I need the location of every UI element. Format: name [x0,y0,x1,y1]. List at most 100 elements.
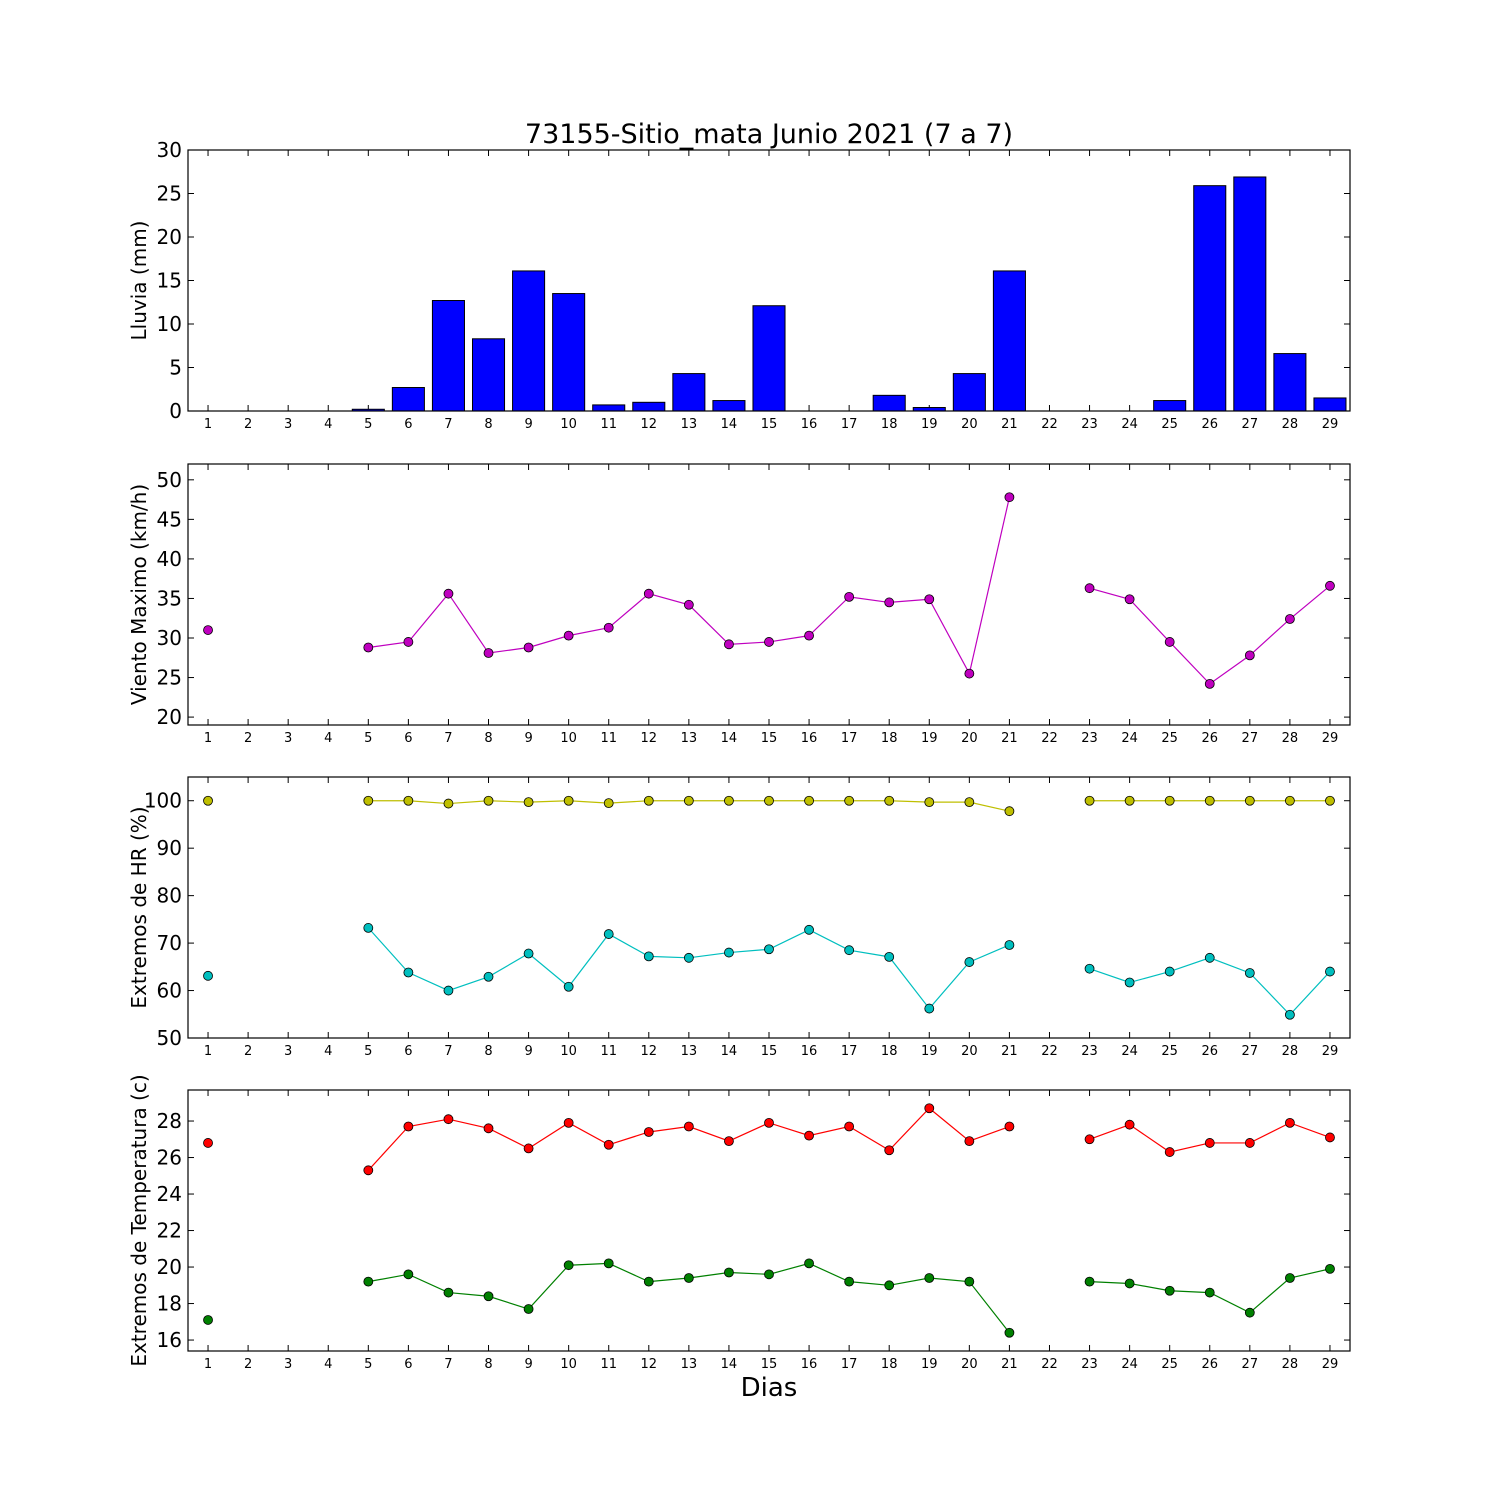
x-tick-label: 24 [1121,1044,1138,1059]
y-tick-label: 15 [157,269,182,293]
y-tick-label: 20 [157,705,182,729]
data-point [724,795,734,806]
data-point [563,1260,574,1271]
data-point [1204,795,1215,806]
x-tick-label: 28 [1282,1357,1299,1372]
bar [992,270,1026,412]
bar [552,293,586,412]
x-tick-label: 9 [524,731,532,746]
x-tick-label: 20 [961,731,978,746]
data-point [1244,1138,1255,1148]
data-point [363,1276,374,1287]
x-tick-label: 25 [1161,1357,1178,1372]
bar [1153,400,1187,412]
data-point [1124,1119,1135,1130]
x-tick-label: 9 [524,1044,532,1059]
data-point [924,1003,935,1014]
y-tick-label: 16 [157,1328,182,1352]
data-point [1284,1009,1295,1020]
data-point [1284,795,1295,806]
x-tick-label: 2 [244,731,252,746]
data-point [483,971,494,982]
x-tick-label: 18 [881,417,898,432]
x-tick-label: 4 [324,731,332,746]
data-point [1325,580,1335,591]
y-tick-label: 40 [157,547,182,571]
data-point [1325,1263,1335,1274]
x-tick-label: 21 [1001,417,1018,432]
data-point [1325,795,1335,806]
x-tick-label: 7 [444,1044,452,1059]
x-tick-label: 3 [284,417,292,432]
x-tick-label: 8 [484,417,492,432]
data-point [1084,1134,1095,1145]
series-line [367,927,1010,1010]
x-tick-label: 4 [324,417,332,432]
data-point [683,1121,694,1132]
x-tick-label: 28 [1282,417,1299,432]
x-tick-label: 19 [921,731,938,746]
x-tick-label: 11 [600,731,617,746]
data-point [403,1121,414,1132]
x-tick-label: 16 [801,731,818,746]
x-tick-label: 15 [761,731,778,746]
x-tick-label: 12 [641,1044,658,1059]
data-point [764,1117,774,1128]
x-tick-label: 22 [1041,1357,1058,1372]
x-tick-label: 9 [524,1357,532,1372]
data-point [804,1130,814,1141]
y-tick-label: 0 [169,399,182,423]
bar [592,404,626,412]
data-point [563,630,574,641]
data-point [643,1276,654,1287]
data-point [964,797,975,808]
x-tick-label: 14 [721,1357,738,1372]
data-point [1004,940,1015,950]
data-point [443,985,454,996]
data-point [1084,795,1095,806]
x-tick-label: 23 [1081,1044,1098,1059]
data-point [1325,1132,1335,1143]
x-tick-label: 17 [841,1044,858,1059]
bar [712,400,746,412]
data-point [844,1276,855,1287]
data-point [1124,977,1135,988]
plot-frame [187,776,1351,1039]
x-tick-label: 24 [1121,1357,1138,1372]
data-point [1164,1147,1175,1157]
x-tick-label: 20 [961,1044,978,1059]
x-tick-label: 11 [600,417,617,432]
data-point [844,1121,855,1132]
x-tick-label: 26 [1201,1044,1218,1059]
data-point [1204,1138,1215,1148]
x-tick-label: 3 [284,1044,292,1059]
data-point [1284,614,1295,624]
y-tick-label: 30 [157,138,182,162]
x-tick-label: 10 [560,417,577,432]
x-tick-label: 15 [761,1044,778,1059]
x-tick-label: 12 [641,1357,658,1372]
data-point [603,622,614,633]
data-point [683,795,694,806]
y-tick-label: 80 [157,884,182,908]
data-point [844,945,855,956]
data-point [523,1143,534,1154]
x-tick-label: 21 [1001,1044,1018,1059]
y-tick-label: 25 [157,182,182,206]
x-tick-label: 7 [444,731,452,746]
data-point [603,798,614,808]
x-tick-label: 11 [600,1044,617,1059]
x-tick-label: 19 [921,1044,938,1059]
x-tick-label: 14 [721,1044,738,1059]
x-tick-label: 27 [1242,731,1259,746]
x-tick-label: 16 [801,1044,818,1059]
data-point [483,1291,494,1302]
data-point [563,795,574,806]
x-tick-label: 5 [364,417,372,432]
data-point [924,1273,935,1283]
y-tick-label: 90 [157,836,182,860]
x-tick-label: 21 [1001,1357,1018,1372]
x-tick-label: 20 [961,417,978,432]
x-tick-label: 13 [681,1044,698,1059]
